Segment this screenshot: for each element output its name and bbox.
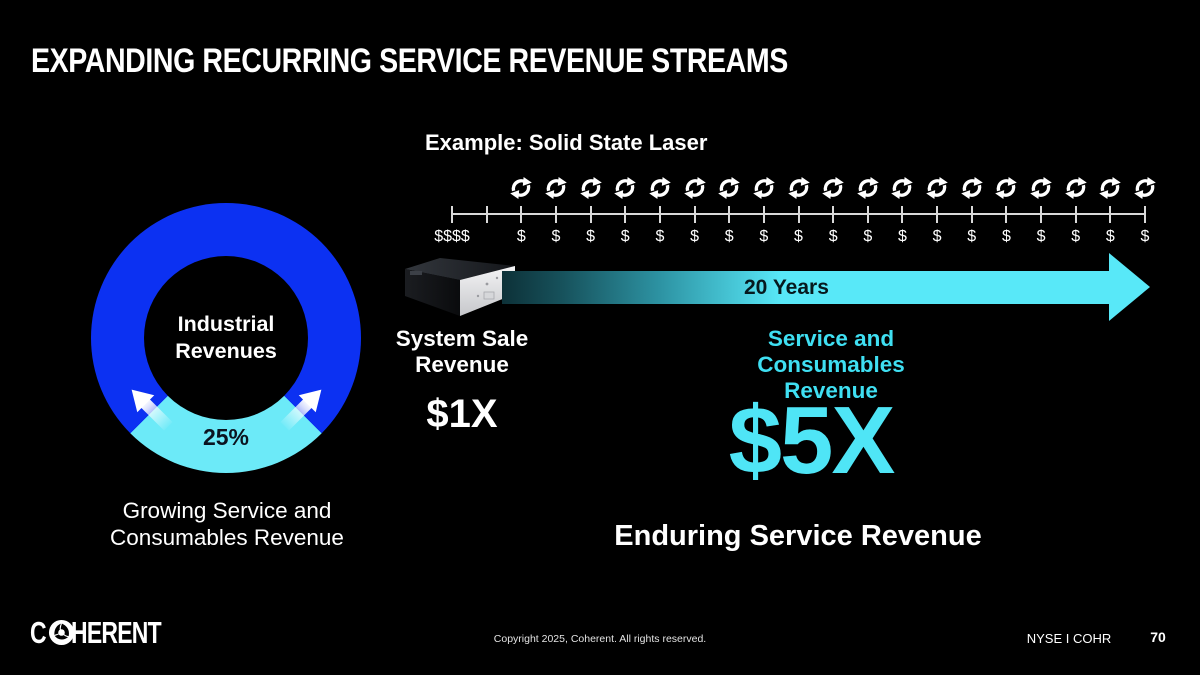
timeline-tick	[693, 206, 696, 223]
logo-prefix: C	[30, 614, 47, 650]
timeline-tick-label: $$$$	[434, 228, 470, 245]
timeline-tick	[1074, 206, 1077, 223]
refresh-cycle-icon	[544, 176, 568, 200]
timeline-tick	[1040, 206, 1043, 223]
donut-center-line2: Revenues	[175, 339, 277, 363]
donut-hole: Industrial Revenues	[144, 256, 308, 420]
coherent-logo-icon	[49, 619, 75, 646]
timeline-tick	[970, 206, 973, 223]
refresh-cycle-icon	[1098, 176, 1122, 200]
timeline-tick-label: $	[967, 228, 977, 245]
refresh-cycle-icon	[613, 176, 637, 200]
timeline-tick	[762, 206, 765, 223]
refresh-cycle-icon	[579, 176, 603, 200]
timeline-tick-label: $	[932, 228, 942, 245]
timeline-tick	[624, 206, 627, 223]
refresh-cycle-icon	[648, 176, 672, 200]
timeline-tick-label: $	[897, 228, 907, 245]
system-sale-title-line2: Revenue	[415, 352, 509, 377]
timeline-arrow-body	[502, 271, 1110, 304]
timeline-tick-label: $	[690, 228, 699, 245]
timeline-tick-label: $	[551, 228, 561, 245]
ticker-text: NYSE I COHR	[1026, 631, 1112, 646]
refresh-cycle-icon	[1029, 176, 1053, 200]
refresh-cycle-icon	[509, 176, 533, 200]
timeline-tick	[658, 206, 661, 223]
timeline-arrow-head	[1109, 253, 1150, 321]
system-sale-title-line1: System Sale	[395, 326, 529, 351]
coherent-logo: C HERENT	[30, 614, 193, 650]
timeline-tick-label: $	[516, 228, 526, 245]
timeline-tick	[520, 206, 523, 223]
refresh-cycle-icon	[890, 176, 914, 200]
timeline-tick	[936, 206, 939, 223]
refresh-cycle-icon	[1064, 176, 1088, 200]
service-title: Service and Consumables Revenue	[691, 326, 971, 404]
refresh-cycle-icon	[683, 176, 707, 200]
timeline-tick	[797, 206, 800, 223]
timeline-tick-label: $	[1140, 228, 1150, 245]
timeline-tick-label: $	[1036, 228, 1046, 245]
slide-title: EXPANDING RECURRING SERVICE REVENUE STRE…	[31, 42, 788, 80]
timeline-tick	[901, 206, 904, 223]
timeline-tick-label: $	[586, 228, 596, 245]
donut-segment-label: 25%	[202, 424, 250, 450]
logo-suffix: HERENT	[71, 614, 162, 650]
service-title-line2: Revenue	[784, 378, 878, 403]
timeline-tick	[1109, 206, 1112, 223]
page-number: 70	[1150, 629, 1166, 645]
timeline-tick	[554, 206, 557, 223]
donut-caption: Growing Service and Consumables Revenue	[47, 497, 407, 551]
donut-center-label: Industrial Revenues	[175, 311, 277, 365]
donut-chart: Industrial Revenues 25%	[91, 203, 361, 473]
system-sale-title: System Sale Revenue	[378, 326, 546, 378]
timeline-tick-label: $	[759, 228, 769, 245]
timeline-tick-label: $	[794, 228, 803, 245]
refresh-cycle-icon	[960, 176, 984, 200]
donut-center-line1: Industrial	[177, 312, 275, 336]
timeline-tick	[1005, 206, 1008, 223]
timeline-tick	[451, 206, 453, 223]
system-sale-value: $1X	[426, 392, 498, 436]
timeline-tick-label: $	[863, 228, 873, 245]
timeline-tick	[832, 206, 835, 223]
refresh-cycle-icon	[994, 176, 1018, 200]
refresh-cycle-icon	[856, 176, 880, 200]
timeline-tick-label: $	[828, 228, 838, 245]
donut-caption-line1: Growing Service and	[122, 498, 332, 523]
refresh-cycle-icon	[752, 176, 776, 200]
timeline-tick	[728, 206, 731, 223]
service-caption: Enduring Service Revenue	[614, 520, 982, 552]
timeline-tick-label: $	[655, 228, 665, 245]
donut-caption-line2: Consumables Revenue	[110, 525, 344, 550]
service-title-line1: Service and Consumables	[757, 326, 905, 377]
timeline-tick	[485, 206, 488, 223]
service-value: $5X	[728, 387, 896, 494]
timeline-tick	[589, 206, 592, 223]
copyright-text: Copyright 2025, Coherent. All rights res…	[493, 633, 707, 645]
refresh-cycle-icon	[1133, 176, 1157, 200]
timeline-tick-label: $	[1001, 228, 1011, 245]
refresh-cycle-icon	[925, 176, 949, 200]
timeline-tick	[1144, 206, 1146, 223]
laser-device-image	[405, 258, 515, 316]
example-label: Example: Solid State Laser	[425, 130, 708, 155]
timeline-tick	[866, 206, 869, 223]
timeline-tick-label: $	[620, 228, 630, 245]
timeline-tick-label: $	[1105, 228, 1115, 245]
refresh-cycle-icon	[821, 176, 845, 200]
refresh-cycle-icon	[787, 176, 811, 200]
refresh-cycle-icon	[717, 176, 741, 200]
timeline-tick-label: $	[1071, 228, 1081, 245]
timeline-arrow-label: 20 Years	[744, 276, 829, 299]
timeline-tick-label: $	[724, 228, 734, 245]
